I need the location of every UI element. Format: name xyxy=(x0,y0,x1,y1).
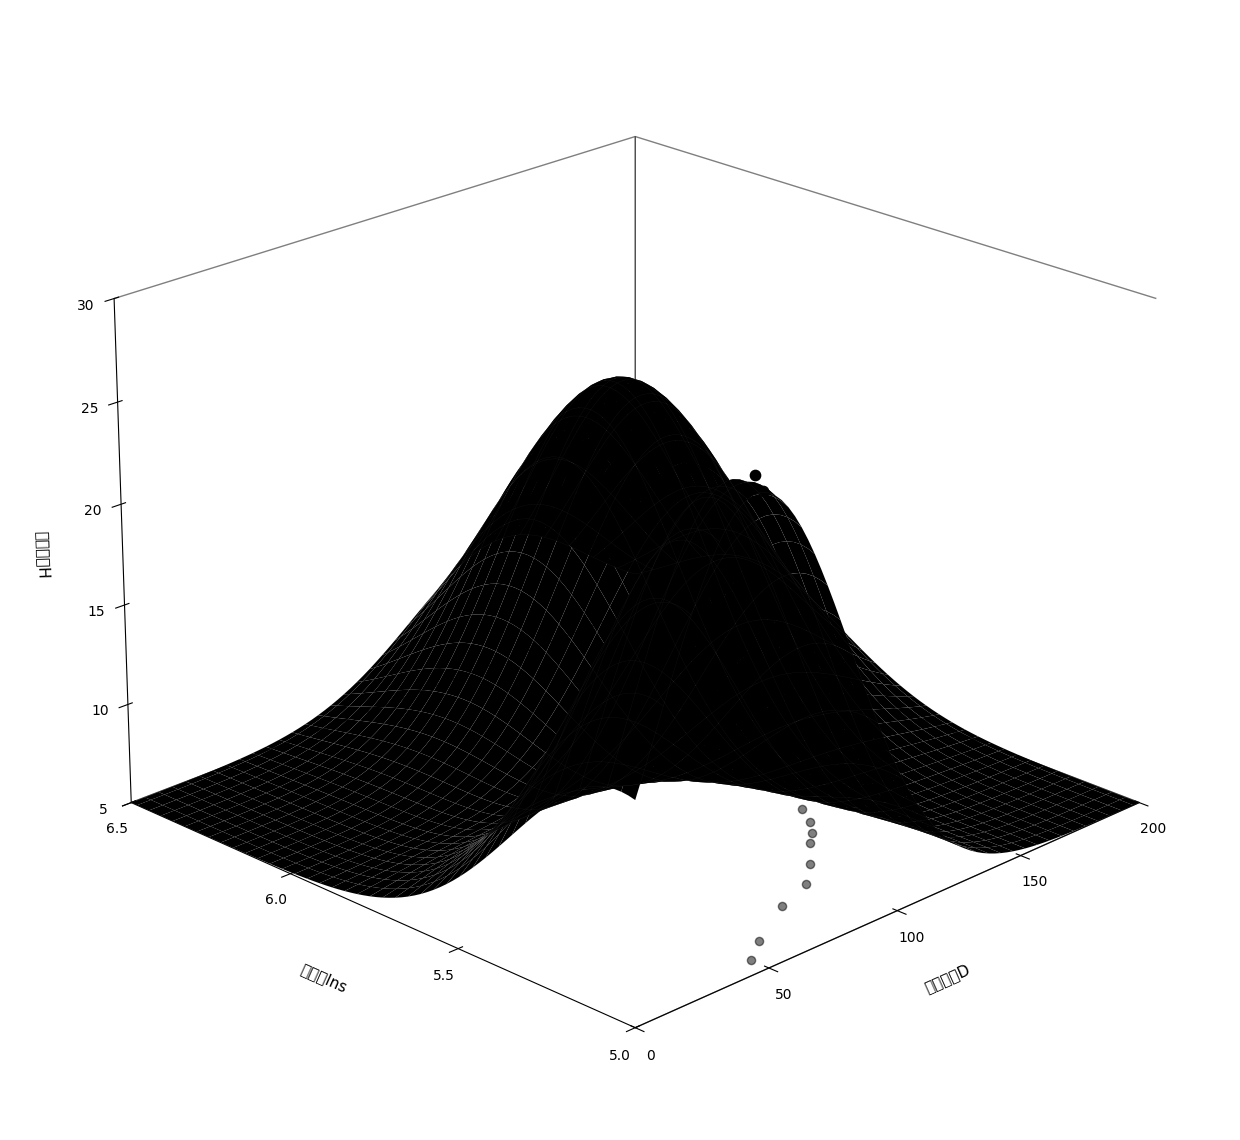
Y-axis label: 纵坡度lns: 纵坡度lns xyxy=(298,961,348,995)
X-axis label: 沟道流速D: 沟道流速D xyxy=(921,961,972,995)
